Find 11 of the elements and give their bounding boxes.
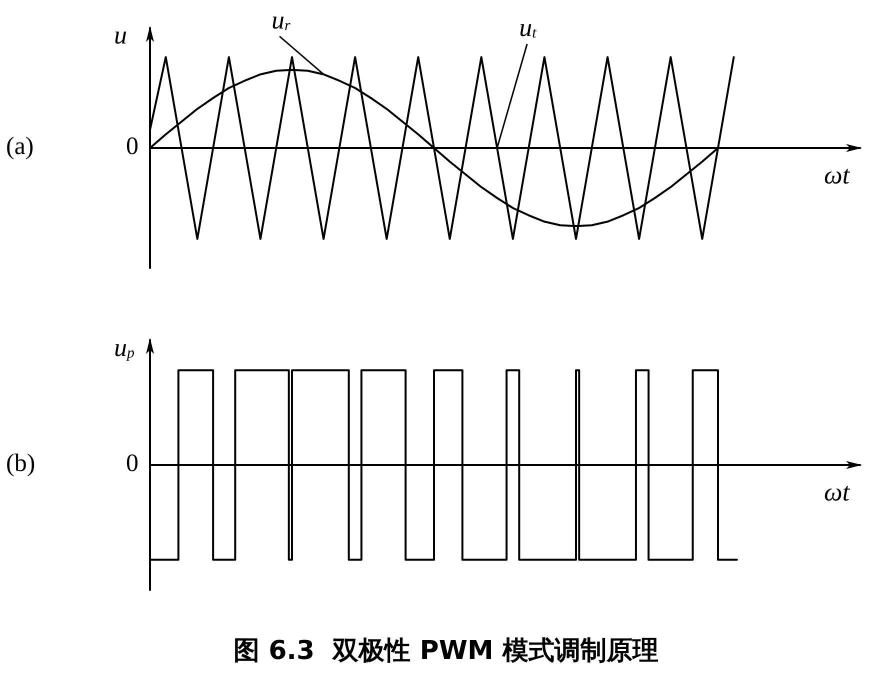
text: (b)	[6, 450, 36, 477]
y-axis-title: u	[114, 20, 127, 50]
text: 0	[126, 133, 138, 160]
x-axis-title: ωt	[824, 478, 850, 506]
text: 图 6.3 双极性 PWM 模式调制原理	[234, 636, 658, 666]
x-axis-title: ωt	[824, 160, 850, 190]
y-axis-title: up	[114, 333, 135, 362]
text: (a)	[6, 133, 34, 160]
text: 0	[126, 450, 138, 477]
series-label: ut	[519, 13, 538, 42]
series-label: ur	[272, 5, 291, 34]
